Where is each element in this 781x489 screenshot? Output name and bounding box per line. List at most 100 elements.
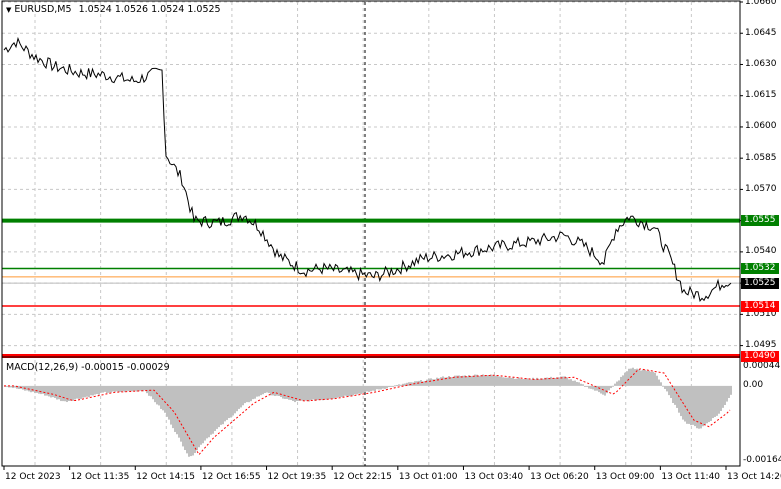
macd-bar bbox=[106, 385, 108, 394]
macd-bar bbox=[88, 385, 90, 398]
macd-bar bbox=[580, 383, 582, 386]
macd-panel bbox=[4, 367, 732, 457]
macd-bar bbox=[282, 385, 284, 399]
macd-bar bbox=[652, 371, 654, 386]
macd-bar bbox=[642, 369, 644, 386]
macd-bar bbox=[128, 385, 130, 392]
macd-bar bbox=[90, 385, 92, 396]
macd-bar bbox=[114, 385, 116, 392]
price-tick-label: 1.0540 bbox=[745, 246, 777, 257]
macd-bar bbox=[404, 383, 406, 386]
macd-bar bbox=[668, 385, 670, 396]
macd-bar bbox=[308, 385, 310, 402]
macd-bar bbox=[666, 385, 668, 392]
macd-bar bbox=[654, 372, 656, 386]
macd-bar bbox=[614, 383, 616, 386]
macd-bar bbox=[196, 385, 198, 451]
macd-bar bbox=[550, 376, 552, 386]
macd-bar bbox=[590, 385, 592, 389]
macd-bar bbox=[724, 385, 726, 406]
macd-bar bbox=[176, 385, 178, 435]
macd-bar bbox=[516, 378, 518, 386]
macd-bar bbox=[520, 378, 522, 386]
macd-bar bbox=[456, 375, 458, 386]
macd-label: MACD(12,26,9) -0.00015 -0.00029 bbox=[6, 362, 170, 373]
macd-bar bbox=[324, 385, 326, 400]
macd-bar bbox=[544, 377, 546, 386]
macd-bar bbox=[216, 385, 218, 429]
macd-bar bbox=[210, 385, 212, 435]
macd-bar bbox=[626, 371, 628, 386]
macd-bar bbox=[236, 385, 238, 412]
macd-bar bbox=[444, 377, 446, 386]
macd-bar bbox=[312, 385, 314, 400]
macd-bar bbox=[118, 385, 120, 393]
macd-bar bbox=[674, 385, 676, 405]
macd-bar bbox=[576, 382, 578, 386]
macd-bar bbox=[250, 385, 252, 402]
macd-bar bbox=[480, 375, 482, 386]
level-tag: 1.0514 bbox=[741, 300, 779, 312]
time-tick-label: 13 Oct 09:00 bbox=[595, 472, 655, 482]
macd-bar bbox=[38, 385, 40, 394]
macd-bar bbox=[442, 376, 444, 386]
macd-bar bbox=[706, 385, 708, 424]
macd-bar bbox=[310, 385, 312, 400]
macd-bar bbox=[64, 385, 66, 402]
macd-bar bbox=[486, 375, 488, 386]
macd-bar bbox=[16, 385, 18, 389]
macd-bar bbox=[56, 385, 58, 400]
macd-bar bbox=[72, 385, 74, 401]
macd-bar bbox=[604, 385, 606, 396]
macd-bar bbox=[628, 368, 630, 386]
macd-bar bbox=[512, 377, 514, 386]
macd-bar bbox=[670, 385, 672, 399]
macd-bar bbox=[222, 385, 224, 425]
macd-bar bbox=[26, 385, 28, 391]
triangle-down-icon[interactable]: ▼ bbox=[6, 6, 12, 14]
macd-bar bbox=[530, 379, 532, 386]
macd-bar bbox=[538, 379, 540, 386]
macd-bar bbox=[430, 378, 432, 386]
macd-bar bbox=[328, 385, 330, 400]
macd-bar bbox=[440, 377, 442, 386]
macd-bar bbox=[374, 385, 376, 392]
macd-bar bbox=[342, 385, 344, 398]
macd-bar bbox=[198, 385, 200, 448]
macd-bar bbox=[100, 385, 102, 393]
macd-bar bbox=[22, 385, 24, 390]
time-tick-label: 13 Oct 06:20 bbox=[530, 472, 589, 482]
macd-bar bbox=[240, 385, 242, 408]
macd-bar bbox=[562, 376, 564, 386]
macd-bar bbox=[104, 385, 106, 392]
macd-bar bbox=[340, 385, 342, 398]
macd-bar bbox=[44, 385, 46, 396]
macd-bar bbox=[136, 385, 138, 392]
macd-bar bbox=[488, 375, 490, 386]
grid bbox=[2, 1, 740, 466]
macd-bar bbox=[322, 385, 324, 401]
level-tag: 1.0490 bbox=[741, 350, 779, 362]
macd-bar bbox=[468, 375, 470, 386]
macd-bar bbox=[600, 385, 602, 394]
macd-bar bbox=[426, 379, 428, 386]
macd-bar bbox=[188, 385, 190, 457]
macd-bar bbox=[718, 385, 720, 414]
time-tick-label: 12 Oct 2023 bbox=[5, 472, 61, 482]
macd-bar bbox=[316, 385, 318, 401]
macd-bar bbox=[80, 385, 82, 399]
macd-bar bbox=[606, 385, 608, 394]
macd-bar bbox=[454, 375, 456, 386]
macd-bar bbox=[472, 375, 474, 386]
macd-bar bbox=[528, 379, 530, 386]
macd-bar bbox=[438, 378, 440, 386]
macd-bar bbox=[152, 385, 154, 400]
macd-bar bbox=[84, 385, 86, 398]
macd-bar bbox=[278, 385, 280, 397]
macd-bar bbox=[616, 381, 618, 386]
macd-bar bbox=[304, 385, 306, 401]
macd-bar bbox=[352, 385, 354, 396]
macd-bar bbox=[462, 375, 464, 386]
macd-bar bbox=[356, 385, 358, 395]
